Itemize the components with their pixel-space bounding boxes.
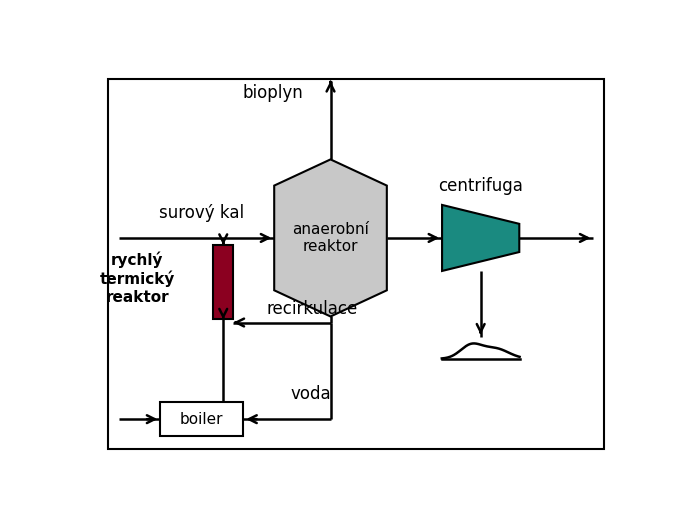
Text: bioplyn: bioplyn <box>242 84 303 102</box>
Bar <box>213 245 233 320</box>
Text: boiler: boiler <box>180 412 224 427</box>
Text: recirkulace: recirkulace <box>266 301 357 319</box>
Bar <box>161 402 244 436</box>
Text: surový kal: surový kal <box>159 204 244 222</box>
Text: rychlý
termický
reaktor: rychlý termický reaktor <box>100 252 175 305</box>
Text: centrifuga: centrifuga <box>438 177 523 195</box>
Polygon shape <box>274 160 387 316</box>
Text: voda: voda <box>291 385 331 403</box>
Polygon shape <box>442 205 519 271</box>
Text: anaerobní
reaktor: anaerobní reaktor <box>292 222 369 254</box>
